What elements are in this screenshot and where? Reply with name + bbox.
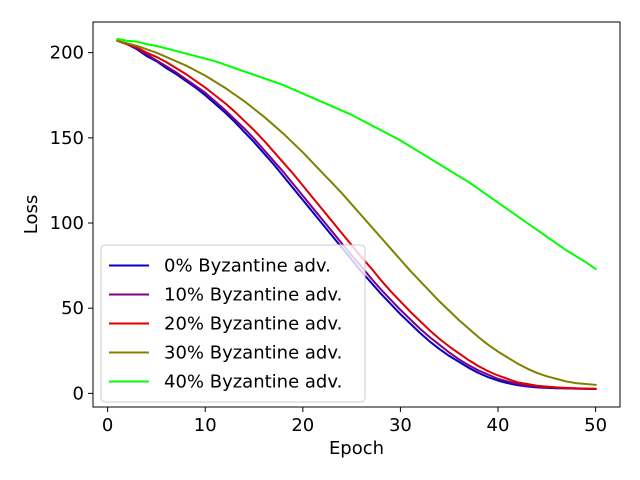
legend-label-0: 0% Byzantine adv.	[164, 256, 331, 277]
y-tick-label-3: 150	[50, 128, 84, 149]
legend-label-1: 10% Byzantine adv.	[164, 285, 342, 306]
y-tick-label-0: 0	[73, 383, 84, 404]
legend-label-2: 20% Byzantine adv.	[164, 314, 342, 335]
axes-layer: 0 10 20 30 40 50 0 50 100 150 200 Epoch Loss	[21, 21, 621, 459]
y-tick-label-4: 200	[50, 43, 84, 64]
legend-label-4: 40% Byzantine adv.	[164, 372, 342, 393]
axes-frame	[92, 21, 621, 408]
x-axis-label: Epoch	[329, 438, 384, 459]
y-tick-label-2: 100	[50, 213, 84, 234]
legend-label-3: 30% Byzantine adv.	[164, 343, 342, 364]
y-tick-label-1: 50	[61, 298, 84, 319]
x-tick-label-5: 50	[584, 415, 607, 436]
legend-box	[100, 244, 366, 403]
legend: 0% Byzantine adv. 10% Byzantine adv. 20% B…	[100, 244, 366, 403]
series-line-3	[116, 39, 597, 386]
x-tick-label-1: 10	[194, 415, 217, 436]
x-tick-label-2: 20	[291, 415, 314, 436]
x-tick-label-3: 30	[389, 415, 412, 436]
x-tick-label-0: 0	[102, 415, 113, 436]
y-axis-label: Loss	[21, 195, 42, 234]
series-line-4	[116, 37, 597, 271]
x-tick-label-4: 40	[487, 415, 510, 436]
